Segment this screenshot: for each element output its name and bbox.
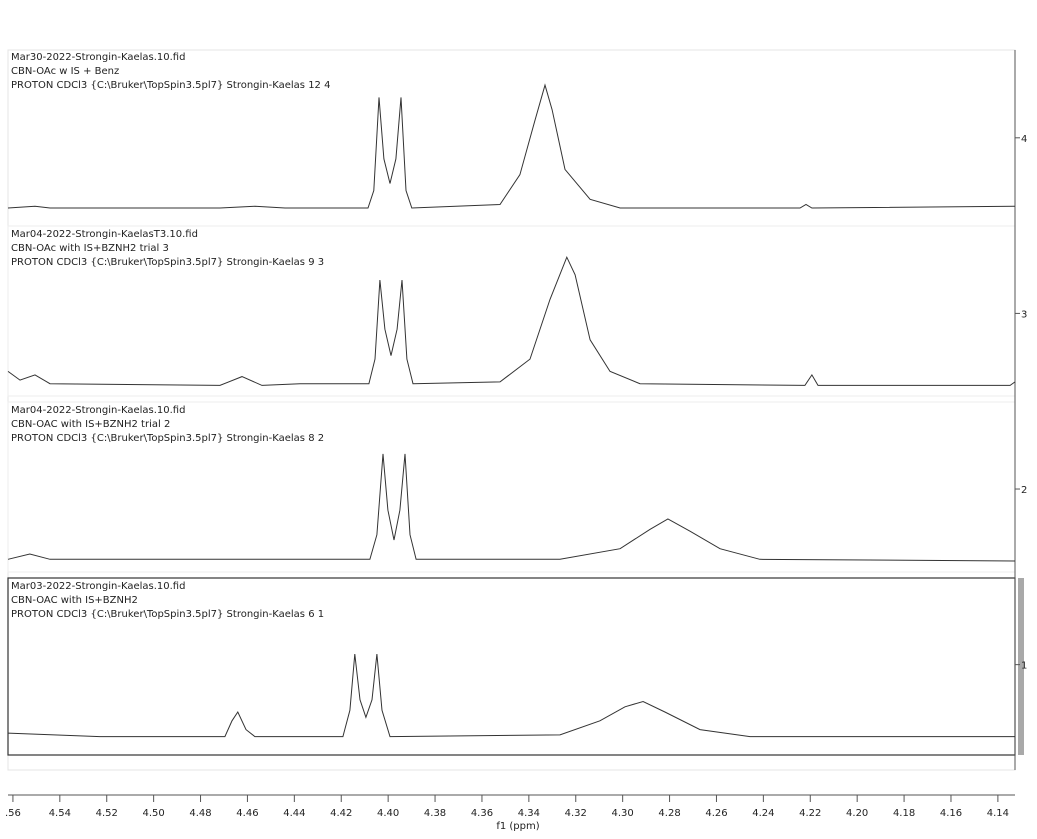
x-tick-label: .56	[5, 808, 21, 819]
y-tick-label: 3	[1021, 309, 1027, 320]
x-tick-label: 4.48	[189, 808, 211, 819]
x-tick-label: 4.42	[330, 808, 352, 819]
spectrum-line	[7, 255, 1016, 386]
x-tick-label: 4.46	[236, 808, 258, 819]
spectrum-label: CBN-OAc with IS+BZNH2 trial 3	[11, 243, 169, 254]
spectrum-label: PROTON CDCl3 {C:\Bruker\TopSpin3.5pl7} S…	[11, 80, 330, 91]
x-tick-label: 4.18	[893, 808, 915, 819]
x-tick-label: 4.44	[283, 808, 305, 819]
spectrum-label: Mar04-2022-Strongin-KaelasT3.10.fid	[11, 229, 198, 240]
x-axis-label: f1 (ppm)	[496, 821, 539, 832]
x-tick-label: 4.26	[705, 808, 727, 819]
plot-frame	[7, 49, 1016, 771]
x-tick-label: 4.38	[424, 808, 446, 819]
spectrum-label: CBN-OAC with IS+BZNH2	[11, 595, 138, 606]
x-tick-label: 4.40	[377, 808, 399, 819]
x-tick-label: 4.54	[49, 808, 71, 819]
spectrum-label: Mar04-2022-Strongin-Kaelas.10.fid	[11, 405, 185, 416]
x-tick-label: 4.32	[565, 808, 587, 819]
spectrum-label: PROTON CDCl3 {C:\Bruker\TopSpin3.5pl7} S…	[11, 433, 324, 444]
spectrum-label: Mar03-2022-Strongin-Kaelas.10.fid	[11, 581, 185, 592]
spectrum-line	[7, 83, 1016, 209]
y-tick-label: 4	[1021, 134, 1027, 145]
x-tick-label: 4.20	[846, 808, 868, 819]
x-tick-label: 4.24	[752, 808, 774, 819]
x-tick-label: 4.28	[658, 808, 680, 819]
spectrum-label: Mar30-2022-Strongin-Kaelas.10.fid	[11, 52, 185, 63]
spectrum-label: PROTON CDCl3 {C:\Bruker\TopSpin3.5pl7} S…	[11, 257, 324, 268]
spectrum-label: CBN-OAc w IS + Benz	[11, 66, 119, 77]
selection-bar	[1018, 578, 1024, 755]
x-tick-label: 4.34	[518, 808, 540, 819]
spectrum-line	[7, 654, 1015, 738]
x-tick-label: 4.36	[471, 808, 493, 819]
spectrum-line	[7, 453, 1016, 562]
y-tick-label: 2	[1021, 485, 1027, 496]
x-tick-label: 4.52	[96, 808, 118, 819]
x-tick-label: 4.22	[799, 808, 821, 819]
spectrum-label: CBN-OAC with IS+BZNH2 trial 2	[11, 419, 170, 430]
x-tick-label: 4.14	[987, 808, 1009, 819]
x-tick-label: 4.50	[142, 808, 164, 819]
x-tick-label: 4.16	[940, 808, 962, 819]
spectrum-label: PROTON CDCl3 {C:\Bruker\TopSpin3.5pl7} S…	[11, 609, 324, 620]
x-tick-label: 4.30	[612, 808, 634, 819]
y-tick-label: 1	[1021, 661, 1027, 672]
